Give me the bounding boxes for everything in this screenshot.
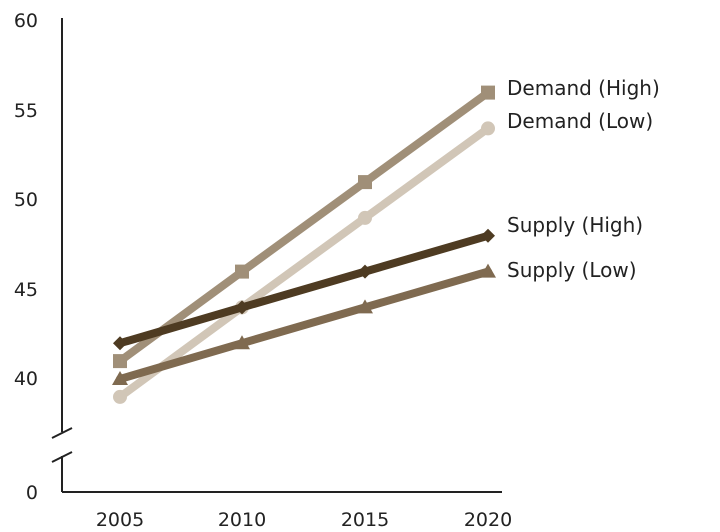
series-line-demand-high [116, 88, 492, 366]
y-tick-label-40: 40 [14, 368, 38, 390]
data-point-demand-low-2020 [481, 121, 495, 136]
series-label-demand-high: Demand (High) [507, 76, 660, 100]
data-point-supply-high-2005 [113, 336, 127, 351]
series-supply-low [112, 263, 496, 385]
data-point-supply-low-2010 [234, 335, 250, 350]
data-point-demand-low-2005 [113, 389, 127, 404]
series-line-supply-low [116, 267, 492, 383]
data-point-supply-high-2015 [358, 264, 372, 279]
axis-break-mark-upper [51, 427, 73, 439]
x-tick-label-2015: 2015 [341, 509, 389, 531]
series-layer [112, 85, 496, 404]
data-point-demand-high-2010 [235, 264, 249, 279]
y-tick-label-45: 45 [14, 279, 38, 301]
data-point-demand-high-2015 [358, 175, 372, 190]
data-point-supply-low-2005 [112, 371, 128, 385]
y-tick-label-50: 50 [14, 189, 38, 211]
x-tick-label-2020: 2020 [464, 509, 512, 531]
data-point-demand-high-2020 [481, 85, 495, 100]
data-point-demand-low-2015 [358, 210, 372, 225]
data-point-supply-low-2015 [357, 299, 373, 314]
y-tick-label-0: 0 [26, 482, 38, 504]
data-point-demand-high-2005 [113, 354, 127, 369]
y-tick-label-60: 60 [14, 10, 38, 32]
series-label-supply-low: Supply (Low) [507, 258, 637, 282]
data-point-supply-high-2020 [481, 228, 495, 243]
y-tick-label-55: 55 [14, 100, 38, 122]
series-line-demand-low [116, 124, 492, 401]
series-demand-high [113, 85, 495, 369]
data-point-supply-high-2010 [235, 300, 249, 315]
series-label-demand-low: Demand (Low) [507, 109, 653, 133]
series-supply-high [113, 228, 495, 351]
axis-break-mark-lower [51, 451, 73, 463]
series-line-supply-high [116, 231, 492, 348]
x-tick-label-2010: 2010 [218, 509, 266, 531]
series-label-supply-high: Supply (High) [507, 213, 643, 237]
x-tick-label-2005: 2005 [96, 509, 144, 531]
data-point-supply-low-2020 [480, 263, 496, 278]
